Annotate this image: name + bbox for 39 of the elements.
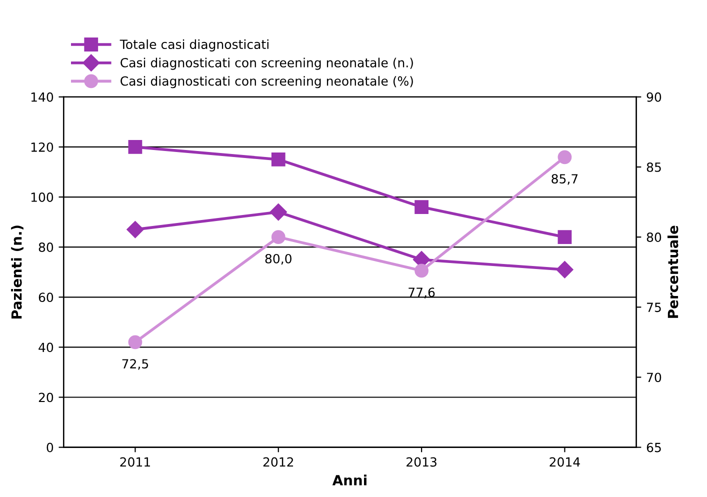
y2-tick-label: 90 xyxy=(646,92,662,102)
point xyxy=(126,221,144,238)
point xyxy=(128,140,142,154)
point xyxy=(558,230,572,244)
legend-label: Casi diagnosticati con screening neonatale (%) xyxy=(120,76,413,88)
data-label: 80,0 xyxy=(265,254,292,265)
y-tick-label: 80 xyxy=(38,242,54,252)
point xyxy=(414,200,428,214)
x-tick-label: 2014 xyxy=(550,457,580,467)
x-tick-label: 2013 xyxy=(406,457,436,467)
point xyxy=(271,230,286,244)
legend-label: Casi diagnosticati con screening neonatale (n.) xyxy=(120,58,413,70)
y-tick-label: 40 xyxy=(38,342,54,352)
y-tick-label: 0 xyxy=(46,442,54,452)
x-axis-title: Anni xyxy=(332,474,366,486)
y2-tick-label: 85 xyxy=(646,162,661,172)
data-label: 77,6 xyxy=(408,288,435,298)
y2-tick-label: 80 xyxy=(646,232,662,242)
y2-tick-label: 75 xyxy=(647,302,661,312)
x-tick-label: 2011 xyxy=(120,457,150,467)
y-tick-label: 100 xyxy=(31,192,54,202)
x-tick-label: 2012 xyxy=(263,457,294,467)
y2-tick-label: 70 xyxy=(647,372,662,382)
legend-label: Totale casi diagnosticati xyxy=(120,39,268,52)
y-tick-label: 20 xyxy=(38,392,54,402)
data-label: 85,7 xyxy=(552,174,578,185)
data-label: 72,5 xyxy=(122,359,148,370)
y-tick-label: 120 xyxy=(31,142,54,152)
point xyxy=(271,152,286,166)
point xyxy=(128,335,142,350)
y2-tick-label: 65 xyxy=(646,442,661,452)
y-tick-label: 60 xyxy=(38,292,54,302)
y-tick-label: 140 xyxy=(31,92,54,102)
y2-axis-title: Percentuale xyxy=(667,226,678,318)
y-axis-title: Pazienti (n.) xyxy=(11,226,24,319)
point xyxy=(270,203,287,221)
point xyxy=(414,264,428,278)
point xyxy=(558,150,572,164)
point xyxy=(556,261,574,278)
